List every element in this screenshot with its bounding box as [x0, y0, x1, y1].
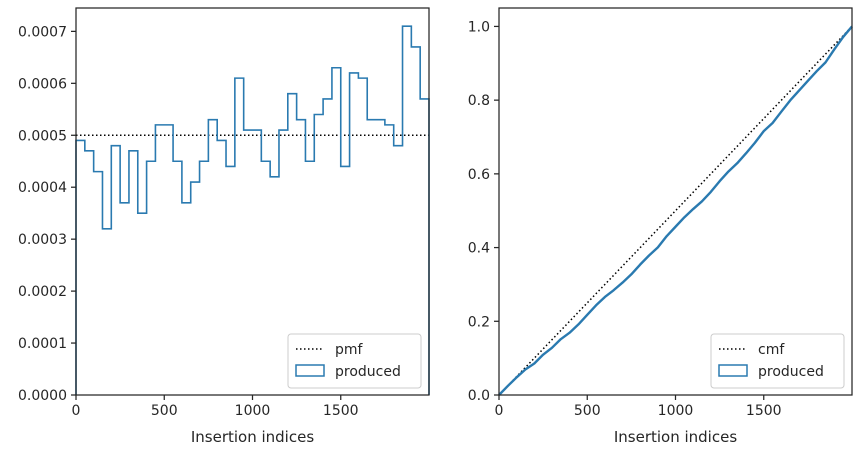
y-tick-label: 0.0002	[18, 284, 67, 300]
y-tick-label: 0.8	[468, 93, 490, 109]
produced-histogram	[75, 25, 430, 395]
legend-produced-label: produced	[335, 364, 401, 380]
x-tick-label: 1500	[323, 403, 359, 419]
x-tick-label: 0	[72, 403, 81, 419]
y-tick-label: 0.2	[468, 314, 490, 330]
legend: pmf produced	[287, 333, 422, 389]
y-tick-label: 0.0000	[18, 388, 67, 404]
legend-cmf-label: cmf	[758, 342, 785, 358]
y-tick-label: 1.0	[468, 19, 490, 35]
y-tick-label: 0.0001	[18, 336, 67, 352]
y-tick-label: 0.0007	[18, 24, 67, 40]
x-tick-label: 1000	[658, 403, 694, 419]
x-axis-label: Insertion indices	[191, 428, 314, 446]
x-tick-label: 500	[151, 403, 178, 419]
legend-box	[287, 333, 422, 389]
legend-produced-label: produced	[758, 364, 824, 380]
pmf-histogram-panel: 0 500 1000 1500 0.0000 0.0001 0.0002 0.0003 0.00…	[18, 7, 430, 446]
plot-frame	[75, 7, 430, 396]
y-tick-label: 0.4	[468, 241, 490, 257]
cmf-line-panel: 0 500 1000 1500 0.0 0.2 0.4 0.6 0.8 1.0 Insertion…	[468, 7, 853, 446]
plot-frame	[498, 7, 853, 396]
y-tick-label: 0.0006	[18, 76, 67, 92]
x-tick-label: 500	[574, 403, 601, 419]
legend-pmf-label: pmf	[335, 342, 364, 358]
x-tick-label: 0	[495, 403, 504, 419]
legend-box	[710, 333, 845, 389]
cmf-line	[498, 25, 853, 396]
legend-produced-swatch	[718, 364, 748, 377]
y-tick-label: 0.0	[468, 388, 490, 404]
y-tick-label: 0.0004	[18, 180, 67, 196]
y-tick-label: 0.0005	[18, 128, 67, 144]
x-tick-label: 1000	[235, 403, 271, 419]
legend: cmf produced	[710, 333, 845, 389]
y-tick-label: 0.6	[468, 167, 490, 183]
x-axis-label: Insertion indices	[614, 428, 737, 446]
legend-produced-swatch	[295, 364, 325, 377]
y-tick-label: 0.0003	[18, 232, 67, 248]
x-tick-label: 1500	[746, 403, 782, 419]
produced-cumulative-line	[498, 25, 853, 396]
